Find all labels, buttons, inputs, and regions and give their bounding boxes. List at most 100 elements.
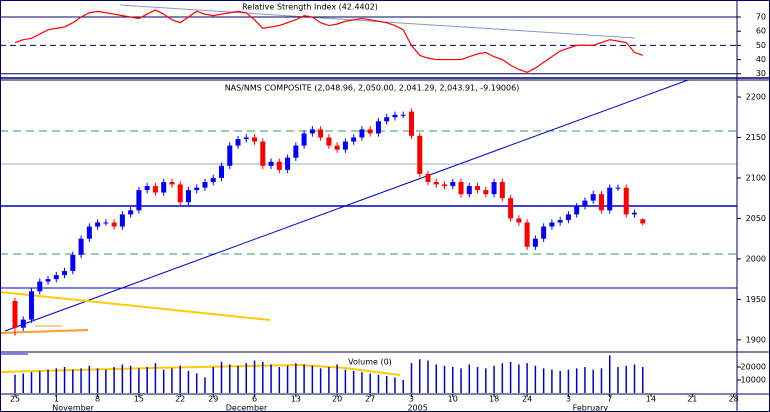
candle-body [136,190,142,211]
x-tick-label: 21 [687,395,697,404]
y-tick-label: 2150 [746,133,766,142]
volume-average [0,363,401,376]
candle-body [103,222,109,224]
y-tick-label: 50 [756,41,766,50]
y-tick-label: 40 [756,55,766,64]
x-tick-label: 7 [607,395,612,404]
candle-body [640,219,646,224]
candle-body [70,254,76,272]
candle-body [29,291,35,320]
candle-body [458,182,464,195]
candle-body [334,145,340,150]
month-label: 2005 [407,404,427,412]
candle-body [227,145,233,166]
y-tick-label: 2050 [746,214,766,223]
candle-body [268,161,274,166]
y-tick-label: 2100 [746,173,766,182]
x-tick-label: 6 [252,395,257,404]
x-tick-label: 14 [646,395,656,404]
candle-body [62,271,68,276]
candle-body [210,177,216,182]
y-tick-label: 70 [756,13,766,22]
candle-body [119,214,125,227]
candle-body [177,184,183,203]
candle-body [392,114,398,118]
candle-body [293,145,299,158]
candle-body [483,190,489,195]
candle-body [491,182,497,195]
x-tick-label: 27 [365,395,375,404]
candle-body [384,117,390,122]
x-tick-label: 3 [566,395,571,404]
rsi-line [14,9,643,73]
month-label: February [573,404,609,412]
candle-body [152,186,158,193]
x-tick-label: 15 [134,395,144,404]
candle-body [95,222,101,227]
x-tick-label: 18 [489,395,499,404]
candle-body [400,114,406,116]
candle-body [301,133,307,146]
candle-body [37,281,43,292]
candle-body [582,200,588,207]
rsi-title: Relative Strength Index (42.4402) [242,3,378,12]
candle-body [532,238,538,247]
candle-body [111,222,117,227]
candle-body [574,206,580,215]
y-tick-label: 1900 [746,335,766,344]
candle-body [450,182,456,187]
candle-body [260,141,266,166]
candle-body [243,137,249,140]
candle-body [367,129,373,134]
candle-body [499,182,505,199]
candle-body [128,210,134,215]
candle-body [351,137,357,142]
candle-body [219,165,224,178]
trendline [0,291,271,321]
y-tick-label: 2000 [746,254,766,263]
y-tick-label: 2200 [746,93,766,102]
x-tick-label: 22 [175,395,185,404]
candle-body [632,212,637,215]
candle-body [516,218,522,223]
x-tick-label: 8 [95,395,100,404]
x-tick-label: 28 [729,395,739,404]
x-tick-label: 29 [208,395,218,404]
candle-body [541,226,547,239]
candle-body [326,137,332,146]
price-title: NAS/NMS COMPOSITE (2,048.96, 2,050.00, 2… [225,84,520,93]
y-tick-label: 30 [756,69,766,78]
candle-body [53,275,59,280]
candle-body [194,187,200,191]
candle-body [86,226,92,239]
candle-body [549,222,555,227]
candle-body [276,161,282,170]
candle-body [598,194,604,211]
candle-body [285,157,291,170]
candle-body [318,129,324,138]
candle-body [45,279,51,282]
x-tick-label: 3 [409,395,414,404]
candle-body [565,214,571,221]
candle-body [202,182,208,188]
x-tick-label: 20 [332,395,342,404]
y-tick-label: 60 [756,27,766,36]
candle-body [78,238,84,255]
candle-body [425,173,431,182]
y-tick-label: 20000 [741,363,766,372]
candle-body [12,301,18,328]
candle-body [144,186,150,191]
candle-body [408,111,414,136]
candle-body [20,319,26,328]
candle-body [524,222,530,247]
x-tick-label: 25 [10,395,20,404]
trendline [4,79,689,332]
candle-body [557,220,563,223]
candle-body [417,135,423,174]
candle-body [235,139,241,146]
candle-body [252,137,258,142]
x-tick-label: 10 [448,395,458,404]
candle-body [309,129,315,134]
x-tick-label: 24 [522,395,532,404]
volume-title: Volume (0) [348,358,392,367]
